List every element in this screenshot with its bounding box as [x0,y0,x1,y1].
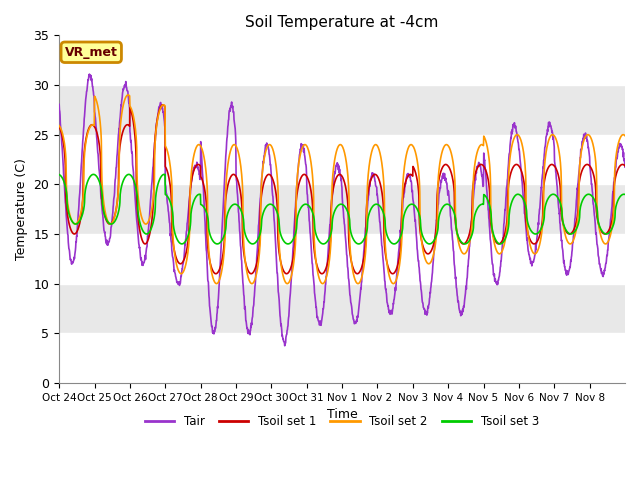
Tsoil set 3 [160,171,168,177]
Bar [59,36,625,85]
Tsoil set 2 [354,281,362,287]
Tair [199,174,207,180]
Tair [86,72,93,77]
Tsoil set 1 [591,177,598,182]
Legend: Tair, Tsoil set 1, Tsoil set 2, Tsoil set 3: Tair, Tsoil set 1, Tsoil set 2, Tsoil se… [140,410,544,432]
Tsoil set 3 [284,241,292,247]
Tsoil set 2 [124,92,132,98]
Tsoil set 2 [55,123,63,129]
Tsoil set 1 [159,102,166,108]
Tsoil set 2 [239,225,247,230]
Tsoil set 1 [389,271,397,276]
Bar [59,85,625,135]
Tsoil set 3 [621,192,629,197]
Tsoil set 2 [199,149,207,155]
Tsoil set 1 [239,240,246,246]
Tair [588,181,595,187]
Tsoil set 1 [588,166,595,171]
Tsoil set 2 [588,136,595,142]
Tsoil set 3 [261,206,269,212]
Bar [59,234,625,284]
Bar [59,284,625,333]
Tair [354,314,362,320]
Tsoil set 2 [591,150,598,156]
Tair [281,343,289,348]
Bar [59,135,625,184]
Tsoil set 3 [55,172,63,178]
Tsoil set 3 [199,203,207,209]
Tsoil set 3 [354,241,362,247]
Bar [59,333,625,383]
Tsoil set 1 [353,271,361,276]
Title: Soil Temperature at -4cm: Soil Temperature at -4cm [245,15,439,30]
Tsoil set 2 [261,150,269,156]
Tair [621,164,629,170]
Bar [59,184,625,234]
Tair [591,214,598,220]
Tsoil set 1 [199,179,207,184]
Tair [261,148,269,154]
Tair [239,279,246,285]
Tsoil set 3 [239,213,246,219]
X-axis label: Time: Time [326,408,358,421]
Tair [55,101,63,107]
Tsoil set 2 [212,281,220,287]
Line: Tsoil set 2: Tsoil set 2 [59,95,625,284]
Tsoil set 3 [591,198,598,204]
Y-axis label: Temperature (C): Temperature (C) [15,158,28,260]
Line: Tsoil set 3: Tsoil set 3 [59,174,625,244]
Tsoil set 1 [261,177,269,182]
Tsoil set 2 [621,133,629,139]
Text: VR_met: VR_met [65,46,118,59]
Line: Tsoil set 1: Tsoil set 1 [59,105,625,274]
Tsoil set 1 [55,124,63,130]
Line: Tair: Tair [59,74,625,346]
Tsoil set 1 [621,163,629,168]
Tsoil set 3 [588,192,595,198]
